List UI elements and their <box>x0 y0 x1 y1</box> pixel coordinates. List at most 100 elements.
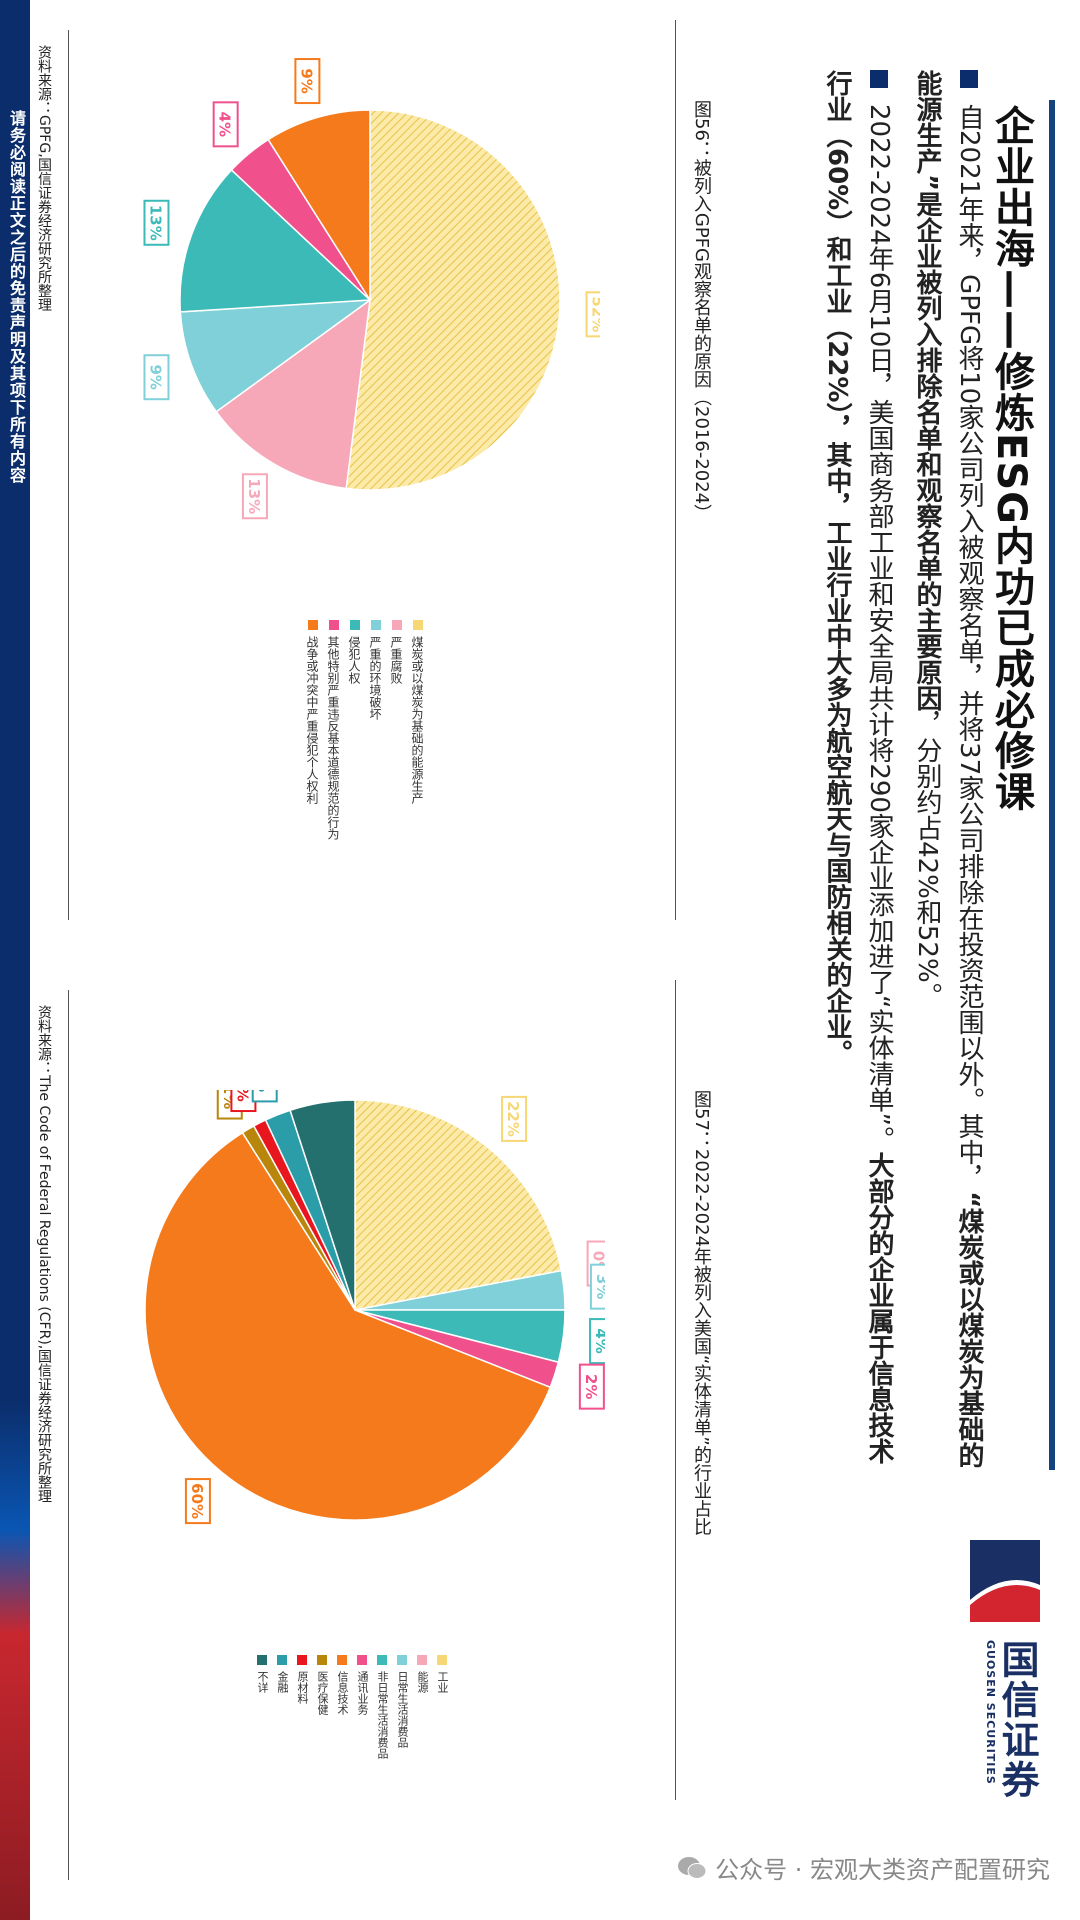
pie-57-slice-9 <box>289 1099 356 1311</box>
sidebar-accent <box>0 1400 30 1920</box>
bullet-square-icon <box>870 70 888 88</box>
legend-label: 其他特别严重违反基本道德规范的行为 <box>326 636 340 840</box>
chart-56-legend: 煤炭或以煤炭为基础的能源生产 严重腐败 严重的环境破坏 侵犯人权 其他特别严重违反基本道… <box>300 620 426 840</box>
legend-swatch <box>307 620 318 630</box>
figure-56-caption: 图56：被列入GPFG观察名单的原因（2016-2024） <box>691 100 712 523</box>
logo-mark-icon <box>970 1540 1040 1622</box>
legend-swatch <box>328 620 339 630</box>
legend-swatch <box>357 1655 367 1665</box>
pie-57-data-label-4: 2% <box>578 1363 605 1410</box>
wechat-watermark: 公众号 · 宏观大类资产配置研究 <box>677 1850 1050 1885</box>
legend-label: 信息技术 <box>336 1671 349 1715</box>
legend-swatch <box>397 1655 407 1665</box>
chart-57-legend-item: 工业 <box>434 1655 450 1759</box>
chart-57-legend-item: 医疗保健 <box>314 1655 330 1759</box>
chart-56-legend-item: 其他特别严重违反基本道德规范的行为 <box>325 620 342 840</box>
chart-57-legend-item: 金融 <box>274 1655 290 1759</box>
legend-label: 战争或冲突中严重侵犯个人权利 <box>305 636 319 804</box>
bullet-square-icon <box>960 70 978 88</box>
legend-swatch <box>437 1655 447 1665</box>
svg-text:22%: 22% <box>504 1101 522 1137</box>
legend-label: 日常生活消费品 <box>396 1671 409 1748</box>
legend-label: 能源 <box>416 1671 429 1693</box>
chart-57-legend-item: 不详 <box>254 1655 270 1759</box>
chart-56-legend-item: 严重的环境破坏 <box>367 620 384 840</box>
chart-57-legend-item: 原材料 <box>294 1655 310 1759</box>
svg-text:2%: 2% <box>255 1090 273 1092</box>
legend-swatch <box>257 1655 267 1665</box>
title-underline <box>1049 100 1055 1470</box>
chart-56-legend-item: 严重腐败 <box>388 620 405 840</box>
pie-57-data-label-0: 22% <box>501 1095 528 1142</box>
legend-swatch <box>370 620 381 630</box>
svg-text:4%: 4% <box>592 1328 605 1353</box>
svg-text:9%: 9% <box>297 68 315 93</box>
pie-57-data-label-2: 3% <box>589 1263 605 1310</box>
left-sidebar: 请务必阅读正文之后的免责声明及其项下所有内容 <box>0 0 30 1920</box>
legend-label: 金融 <box>276 1671 289 1693</box>
pie-56-data-label-3: 13% <box>143 199 170 246</box>
pie-chart-56: 52% 13% 9% 13% 4% 9% <box>143 58 600 520</box>
bullet-1-text-b: “煤炭或以煤炭为基础的能源生产”是企业被列入排除名单和观察名单的主要原因 <box>912 70 984 1469</box>
svg-text:9%: 9% <box>146 364 164 389</box>
legend-swatch <box>412 620 423 630</box>
pie-56-data-label-2: 9% <box>143 354 170 401</box>
legend-label: 工业 <box>436 1671 449 1693</box>
logo-text-cn: 国信证券 <box>995 1640 1039 1800</box>
chart-57-legend-item: 通讯业务 <box>354 1655 370 1759</box>
svg-text:1%: 1% <box>233 1090 251 1102</box>
chart-57-legend-item: 非日常生活消费品 <box>374 1655 390 1759</box>
figure-57-source: 资料来源：The Code of Federal Regulations (CF… <box>36 1005 52 1504</box>
bullet-2-text-b: 大部分的企业属于信息技术行业（60%）和工业（22%），其中，工业行业中大多为航… <box>822 70 894 1464</box>
legend-label: 非日常生活消费品 <box>376 1671 389 1759</box>
figure-56-source: 资料来源：GPFG,国信证券经济研究所整理 <box>36 45 52 312</box>
pie-57-data-label-7: 1% <box>230 1090 257 1113</box>
wechat-icon <box>678 1856 707 1879</box>
legend-label: 严重腐败 <box>389 636 403 684</box>
figure-57-caption: 图57：2022-2024年被列入美国“实体清单”的行业占比 <box>691 1090 712 1536</box>
chart-57-legend-item: 日常生活消费品 <box>394 1655 410 1759</box>
logo-text-en: GUOSEN SECURITIES <box>984 1640 997 1785</box>
legend-label: 煤炭或以煤炭为基础的能源生产 <box>410 636 424 804</box>
svg-text:4%: 4% <box>216 112 234 137</box>
watermark-text: 公众号 · 宏观大类资产配置研究 <box>715 1856 1050 1884</box>
svg-text:52%: 52% <box>589 296 600 332</box>
figure-56-bottom-rule <box>68 30 69 920</box>
svg-text:13%: 13% <box>245 478 263 514</box>
legend-swatch <box>391 620 402 630</box>
legend-label: 不详 <box>256 1671 269 1693</box>
bullet-1-text-a: 自2021年来，GPFG将10家公司列入被观察名单，并将37家公司排除在投资范围… <box>954 104 984 1192</box>
pie-56-data-label-0: 52% <box>585 291 600 338</box>
company-logo: 国信证券 GUOSEN SECURITIES <box>965 1530 1045 1840</box>
legend-swatch <box>377 1655 387 1665</box>
pie-57-data-label-3: 4% <box>589 1318 605 1365</box>
legend-label: 原材料 <box>296 1671 309 1704</box>
chart-56-legend-item: 侵犯人权 <box>346 620 363 840</box>
pie-56-slice-5 <box>267 109 371 303</box>
pie-56-slice-2 <box>179 299 373 413</box>
pie-57-data-label-8: 2% <box>251 1090 278 1103</box>
legend-label: 医疗保健 <box>316 1671 329 1715</box>
legend-swatch <box>417 1655 427 1665</box>
legend-swatch <box>337 1655 347 1665</box>
svg-text:2%: 2% <box>582 1374 600 1399</box>
pie-57-data-label-5: 60% <box>184 1478 211 1525</box>
legend-label: 严重的环境破坏 <box>368 636 382 720</box>
pie-56-slice-0 <box>345 109 561 491</box>
bullet-2-text-a: 2022-2024年6月10日，美国商务部工业和安全局共计将290家企业添加进了… <box>864 104 894 1152</box>
bullet-paragraph-1: 自2021年来，GPFG将10家公司列入被观察名单，并将37家公司排除在投资范围… <box>906 70 990 1470</box>
pie-56-slice-1 <box>215 298 371 490</box>
chart-56-legend-item: 煤炭或以煤炭为基础的能源生产 <box>409 620 426 840</box>
disclaimer-notice: 请务必阅读正文之后的免责声明及其项下所有内容 <box>7 110 26 484</box>
figure-56-top-rule <box>675 20 676 920</box>
chart-57-legend-item: 信息技术 <box>334 1655 350 1759</box>
svg-text:60%: 60% <box>188 1483 206 1519</box>
chart-56-legend-item: 战争或冲突中严重侵犯个人权利 <box>304 620 321 840</box>
chart-57-legend: 工业 能源 日常生活消费品 非日常生活消费品 通讯业务 信息技术 医疗保健 原材料 金融 不详 <box>250 1655 450 1759</box>
legend-swatch <box>277 1655 287 1665</box>
legend-label: 侵犯人权 <box>347 636 361 684</box>
bullet-paragraph-2: 2022-2024年6月10日，美国商务部工业和安全局共计将290家企业添加进了… <box>816 70 900 1470</box>
legend-swatch <box>297 1655 307 1665</box>
pie-57-slice-0 <box>354 1099 563 1311</box>
svg-text:3%: 3% <box>593 1274 605 1299</box>
